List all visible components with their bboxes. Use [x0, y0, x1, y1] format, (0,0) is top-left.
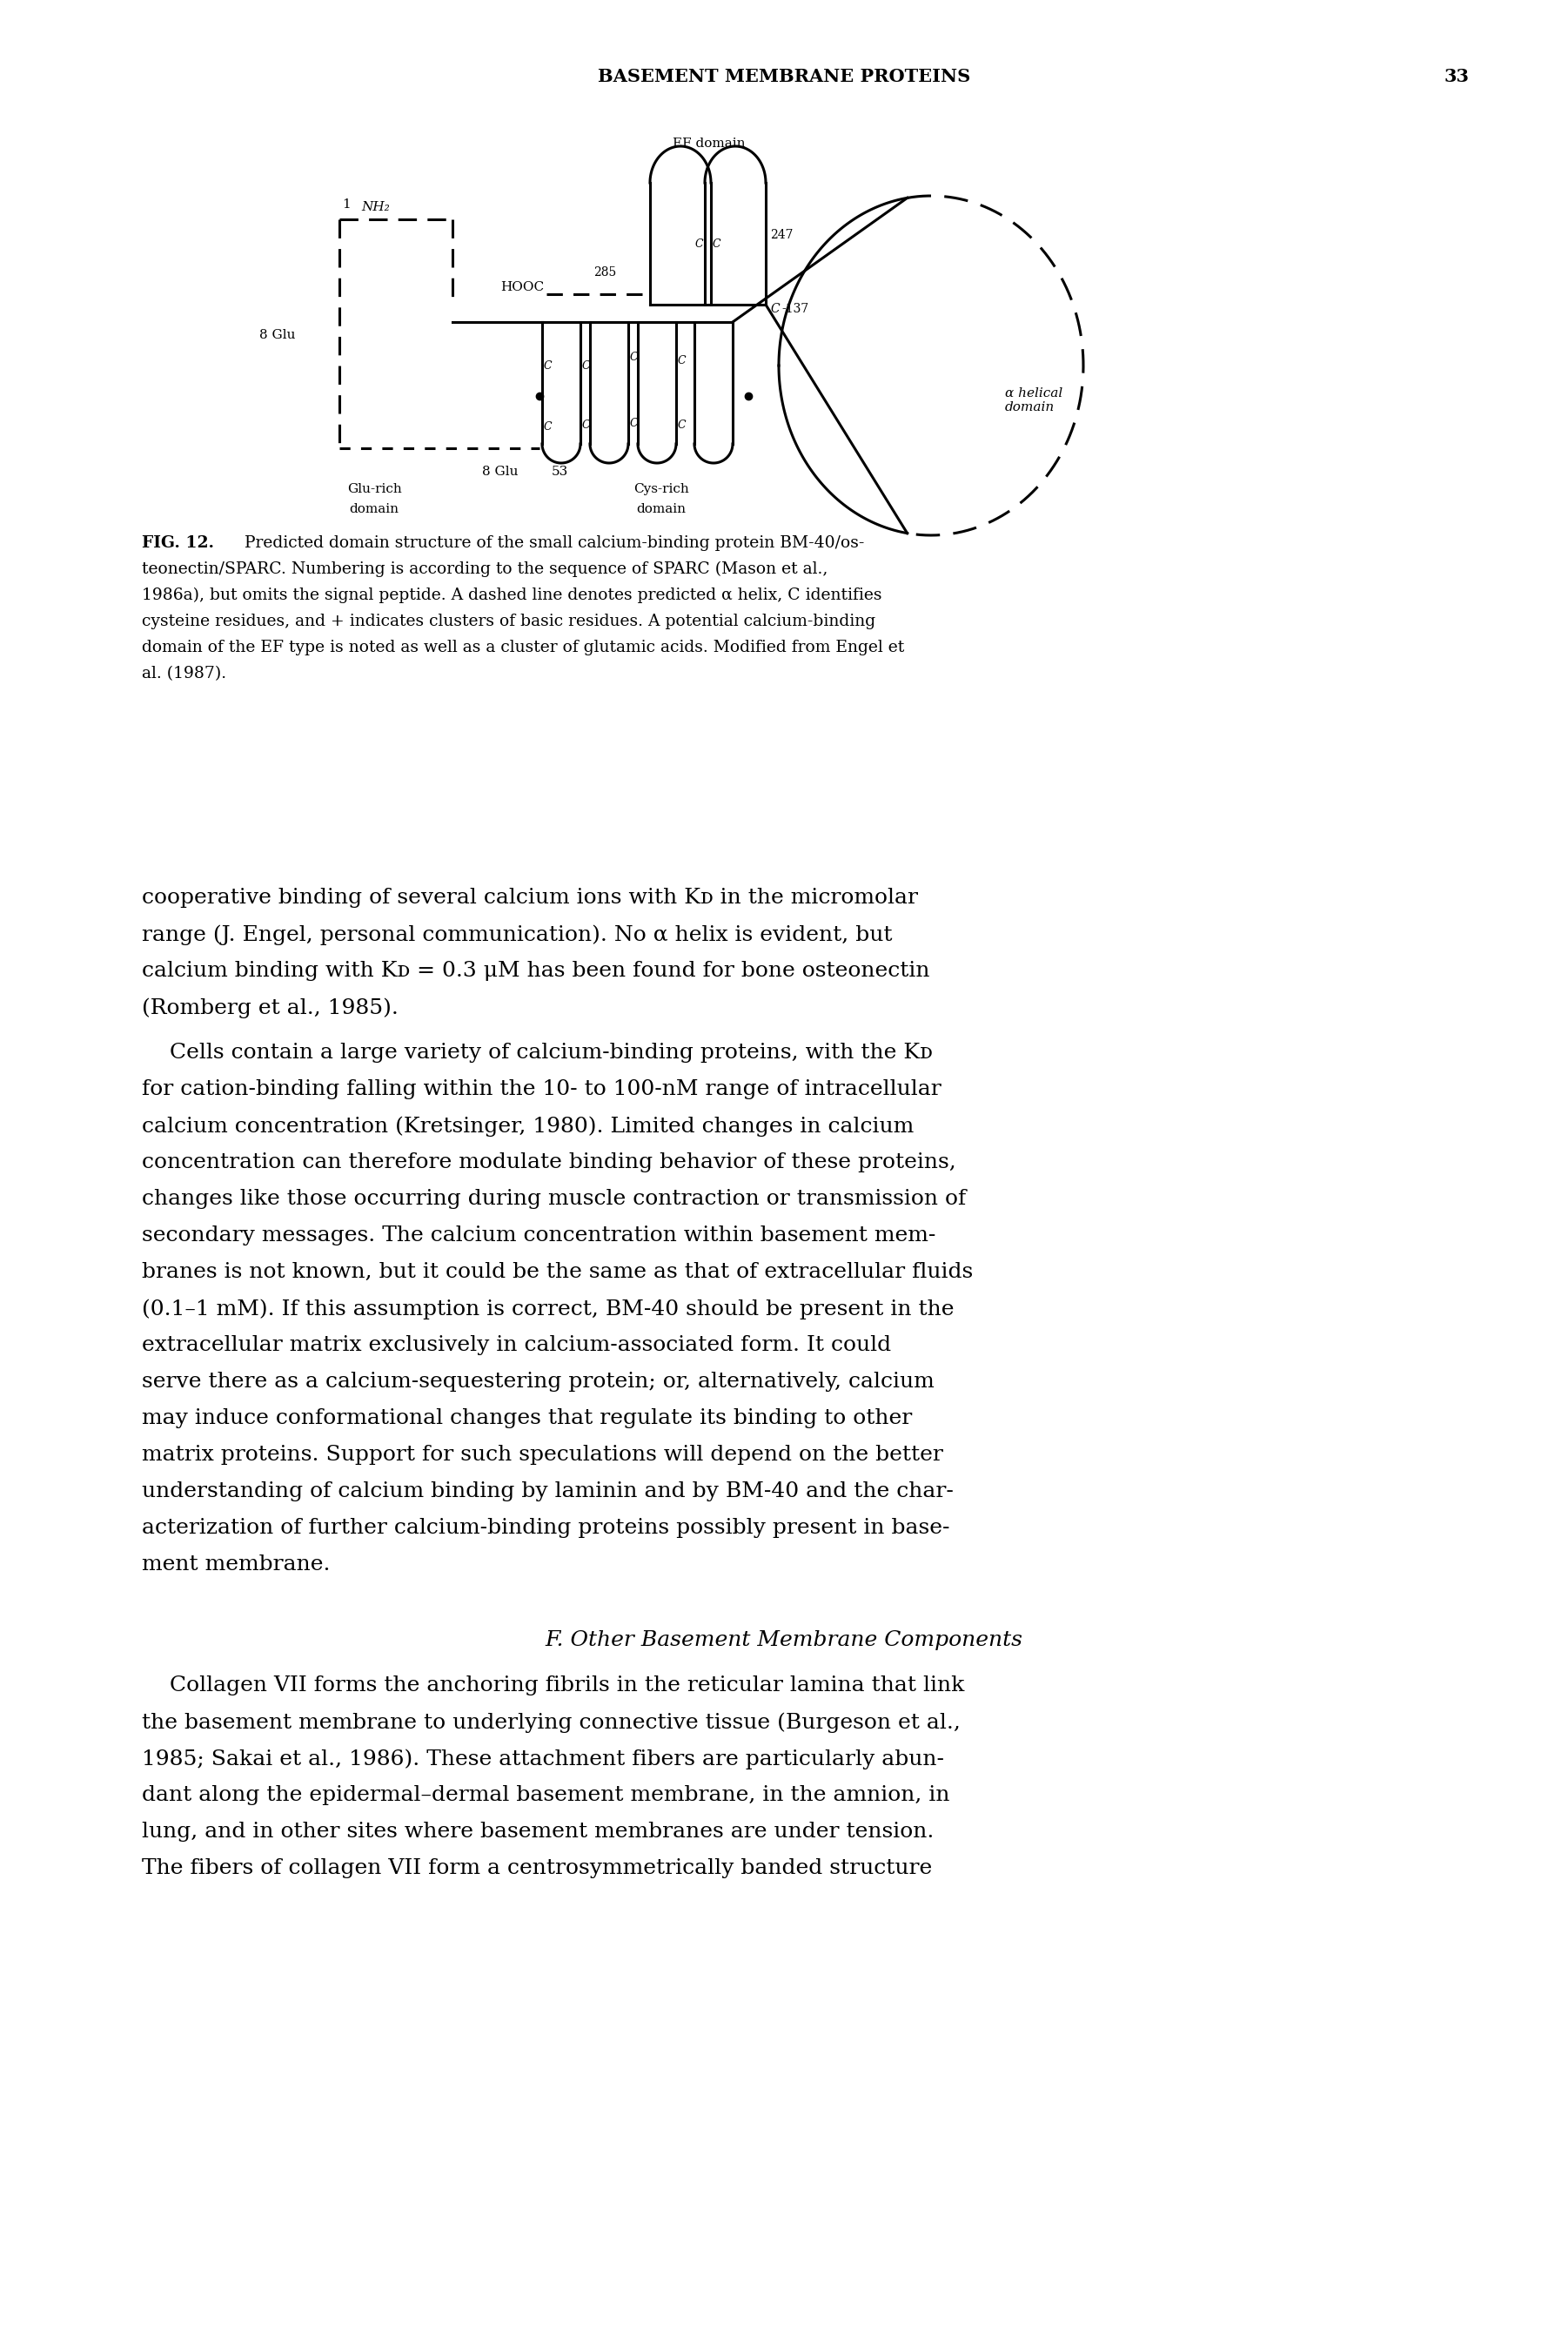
Text: Predicted domain structure of the small calcium-binding protein BM-40/os-: Predicted domain structure of the small …	[229, 536, 864, 550]
Text: Cells contain a large variety of calcium-binding proteins, with the Κᴅ: Cells contain a large variety of calcium…	[141, 1043, 933, 1062]
Text: α helical
domain: α helical domain	[1005, 388, 1063, 414]
Text: C: C	[582, 418, 591, 430]
Text: C: C	[630, 350, 638, 362]
Text: FIG. 12.: FIG. 12.	[141, 536, 215, 550]
Text: 285: 285	[593, 266, 616, 280]
Text: 1986a), but omits the signal peptide. A dashed line denotes predicted α helix, C: 1986a), but omits the signal peptide. A …	[141, 588, 881, 604]
Text: dant along the epidermal–dermal basement membrane, in the amnion, in: dant along the epidermal–dermal basement…	[141, 1786, 950, 1805]
Text: Collagen VII forms the anchoring fibrils in the reticular lamina that link: Collagen VII forms the anchoring fibrils…	[141, 1676, 964, 1694]
Text: al. (1987).: al. (1987).	[141, 665, 226, 681]
Text: C: C	[544, 360, 552, 371]
Text: secondary messages. The calcium concentration within basement mem-: secondary messages. The calcium concentr…	[141, 1224, 936, 1246]
Text: Glu-rich: Glu-rich	[347, 484, 401, 496]
Text: domain: domain	[350, 503, 398, 515]
Text: branes is not known, but it could be the same as that of extracellular fluids: branes is not known, but it could be the…	[141, 1262, 974, 1283]
Text: concentration can therefore modulate binding behavior of these proteins,: concentration can therefore modulate bin…	[141, 1152, 956, 1173]
Text: C: C	[544, 421, 552, 432]
Text: 8 Glu: 8 Glu	[483, 465, 519, 477]
Text: -137: -137	[781, 303, 809, 315]
Text: matrix proteins. Support for such speculations will depend on the better: matrix proteins. Support for such specul…	[141, 1445, 942, 1464]
Text: may induce conformational changes that regulate its binding to other: may induce conformational changes that r…	[141, 1408, 913, 1429]
Text: ment membrane.: ment membrane.	[141, 1553, 331, 1574]
Text: HOOC: HOOC	[500, 282, 544, 294]
Text: serve there as a calcium-sequestering protein; or, alternatively, calcium: serve there as a calcium-sequestering pr…	[141, 1372, 935, 1391]
Text: domain of the EF type is noted as well as a cluster of glutamic acids. Modified : domain of the EF type is noted as well a…	[141, 639, 905, 656]
Text: C: C	[695, 237, 702, 249]
Text: (0.1–1 mM). If this assumption is correct, BM-40 should be present in the: (0.1–1 mM). If this assumption is correc…	[141, 1300, 953, 1318]
Text: NH₂: NH₂	[361, 202, 389, 214]
Text: 53: 53	[550, 465, 568, 477]
Text: EF domain: EF domain	[673, 139, 745, 150]
Text: for cation-binding falling within the 10- to 100-nM range of intracellular: for cation-binding falling within the 10…	[141, 1079, 941, 1100]
Text: Cys-rich: Cys-rich	[633, 484, 688, 496]
Text: cysteine residues, and + indicates clusters of basic residues. A potential calci: cysteine residues, and + indicates clust…	[141, 613, 875, 630]
Text: extracellular matrix exclusively in calcium-associated form. It could: extracellular matrix exclusively in calc…	[141, 1335, 891, 1356]
Text: acterization of further calcium-binding proteins possibly present in base-: acterization of further calcium-binding …	[141, 1518, 950, 1537]
Text: C: C	[582, 360, 591, 371]
Text: C: C	[712, 237, 721, 249]
Text: (Romberg et al., 1985).: (Romberg et al., 1985).	[141, 996, 398, 1018]
Text: 1: 1	[342, 197, 351, 212]
Text: changes like those occurring during muscle contraction or transmission of: changes like those occurring during musc…	[141, 1189, 966, 1208]
Text: domain: domain	[637, 503, 687, 515]
Text: teonectin/SPARC. Numbering is according to the sequence of SPARC (Mason et al.,: teonectin/SPARC. Numbering is according …	[141, 562, 828, 578]
Text: C: C	[677, 355, 687, 367]
Text: calcium binding with Κᴅ = 0.3 μM has been found for bone osteonectin: calcium binding with Κᴅ = 0.3 μM has bee…	[141, 961, 930, 980]
Text: C: C	[677, 418, 687, 430]
Text: 33: 33	[1444, 68, 1469, 85]
Text: BASEMENT MEMBRANE PROTEINS: BASEMENT MEMBRANE PROTEINS	[597, 68, 971, 85]
Text: 247: 247	[770, 228, 793, 242]
Text: understanding of calcium binding by laminin and by BM-40 and the char-: understanding of calcium binding by lami…	[141, 1480, 953, 1502]
Text: the basement membrane to underlying connective tissue (Burgeson et al.,: the basement membrane to underlying conn…	[141, 1713, 961, 1732]
Text: 8 Glu: 8 Glu	[260, 329, 296, 341]
Text: C: C	[630, 418, 638, 430]
Text: C: C	[770, 303, 779, 315]
Text: F. Other Basement Membrane Components: F. Other Basement Membrane Components	[546, 1631, 1022, 1650]
Text: The fibers of collagen VII form a centrosymmetrically banded structure: The fibers of collagen VII form a centro…	[141, 1859, 931, 1878]
Text: lung, and in other sites where basement membranes are under tension.: lung, and in other sites where basement …	[141, 1821, 935, 1842]
Text: 1985; Sakai et al., 1986). These attachment fibers are particularly abun-: 1985; Sakai et al., 1986). These attachm…	[141, 1748, 944, 1770]
Text: cooperative binding of several calcium ions with Κᴅ in the micromolar: cooperative binding of several calcium i…	[141, 888, 917, 907]
Text: range (J. Engel, personal communication). No α helix is evident, but: range (J. Engel, personal communication)…	[141, 924, 892, 945]
Text: calcium concentration (Kretsinger, 1980). Limited changes in calcium: calcium concentration (Kretsinger, 1980)…	[141, 1116, 914, 1137]
